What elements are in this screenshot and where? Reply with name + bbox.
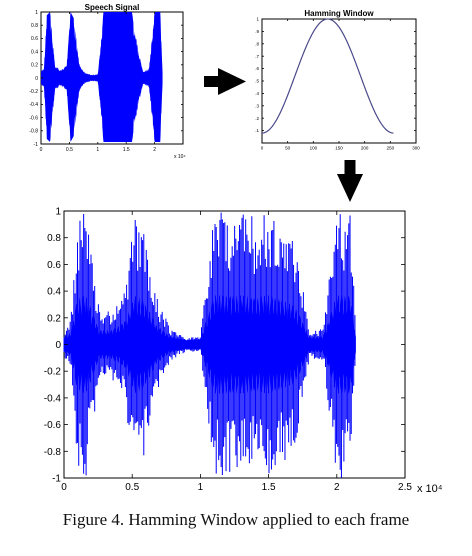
hamming-window-x-tick-label: 150: [335, 146, 343, 151]
hamming-window-y-ticks: .1 .2 .3 .4 .5 .6 .7 .8 .9 1: [255, 17, 416, 133]
windowed-signal-x-tick-label: 1.5: [262, 482, 276, 493]
speech-signal-y-tick-label: 0.6: [31, 36, 38, 42]
speech-signal-y-tick-label: -0.4: [29, 102, 38, 108]
speech-signal-title: Speech Signal: [85, 3, 140, 12]
hamming-window-x-tick-label: 250: [387, 146, 395, 151]
speech-signal-x-exponent: x 10⁴: [174, 154, 186, 160]
windowed-signal-y-tick-label: 1: [55, 207, 61, 218]
hamming-window-y-tick-label: .8: [255, 41, 259, 46]
windowed-signal-y-tick-label: -0.2: [44, 367, 62, 378]
hamming-window-y-tick-label: .6: [255, 66, 259, 71]
hamming-window-y-tick-label: 1: [256, 17, 259, 22]
hamming-window-curve: [261, 18, 394, 134]
speech-signal-chart: Speech Signal 0 0.5 1 1.5 2 -1 -0.8 -0.6 -0.4 -0…: [29, 3, 185, 160]
windowed-signal-x-exponent: x 10⁴: [417, 483, 443, 495]
hamming-window-x-tick-label: 50: [285, 146, 291, 151]
windowed-signal-x-tick-label: 2: [334, 482, 340, 493]
speech-signal-y-tick-label: 0.4: [31, 49, 38, 55]
speech-signal-x-tick-label: 2: [153, 147, 156, 153]
hamming-window-x-tick-label: 0: [261, 146, 264, 151]
windowed-signal-y-tick-label: -0.6: [44, 420, 62, 431]
windowed-signal-y-tick-label: -1: [52, 474, 61, 485]
hamming-window-x-tick-label: 100: [310, 146, 318, 151]
speech-signal-x-ticks: 0 0.5 1 1.5 2: [40, 12, 156, 153]
hamming-window-chart: Hamming Window 0 50 100 150 200 250 300 .1 .2 .3…: [255, 9, 420, 151]
speech-signal-waveform: [41, 12, 163, 143]
hamming-window-y-tick-label: .5: [255, 79, 259, 84]
windowed-signal-y-tick-label: 0.8: [47, 233, 61, 244]
windowed-signal-x-tick-label: 0.5: [125, 482, 139, 493]
windowed-signal-x-ticks: 0 0.5 1 1.5 2 2.5: [61, 211, 412, 493]
hamming-window-x-ticks: 0 50 100 150 200 250 300: [261, 19, 420, 151]
speech-signal-x-tick-label: 1.5: [123, 147, 130, 153]
hamming-window-x-tick-label: 200: [361, 146, 369, 151]
windowed-signal-y-tick-label: 0.6: [47, 260, 61, 271]
speech-signal-y-tick-label: 0.8: [31, 23, 38, 29]
speech-signal-y-tick-label: 0.2: [31, 63, 38, 69]
hamming-window-y-tick-label: .3: [255, 103, 259, 108]
windowed-signal-chart: 0 0.5 1 1.5 2 2.5 -1 -0.8 -0.6 -0.4 -0.2 0 0.2 0.4 0.…: [44, 207, 443, 496]
arrow-right-icon: [204, 68, 246, 95]
arrow-down-icon: [337, 160, 363, 202]
windowed-signal-y-tick-label: 0.2: [47, 313, 61, 324]
windowed-signal-x-tick-label: 1: [198, 482, 204, 493]
windowed-signal-y-ticks: -1 -0.8 -0.6 -0.4 -0.2 0 0.2 0.4 0.6 0.8 1: [44, 207, 405, 485]
speech-signal-y-tick-label: -0.8: [29, 129, 38, 135]
speech-signal-y-tick-label: 0: [35, 76, 38, 82]
speech-signal-x-tick-label: 1: [96, 147, 99, 153]
speech-signal-y-tick-label: 1: [35, 10, 38, 16]
windowed-signal-y-tick-label: 0: [55, 340, 61, 351]
hamming-window-title: Hamming Window: [304, 9, 374, 18]
hamming-window-axes-box: [261, 18, 417, 144]
speech-signal-y-tick-label: -1: [34, 142, 39, 148]
speech-signal-y-ticks: -1 -0.8 -0.6 -0.4 -0.2 0 0.2 0.4 0.6 0.8 1: [29, 10, 183, 148]
windowed-signal-x-tick-label: 2.5: [398, 482, 412, 493]
hamming-window-y-tick-label: .1: [255, 128, 259, 133]
windowed-signal-y-tick-label: -0.4: [44, 393, 62, 404]
hamming-window-y-tick-label: .4: [255, 91, 259, 96]
speech-signal-y-tick-label: -0.2: [29, 89, 38, 95]
hamming-window-y-tick-label: .9: [255, 29, 259, 34]
windowed-signal-y-tick-label: -0.8: [44, 447, 62, 458]
figure-caption: Figure 4. Hamming Window applied to each…: [62, 510, 410, 529]
speech-signal-x-tick-label: 0: [40, 147, 43, 153]
windowed-signal-y-tick-label: 0.4: [47, 287, 61, 298]
speech-signal-x-tick-label: 0.5: [66, 147, 73, 153]
speech-signal-y-tick-label: -0.6: [29, 115, 38, 121]
hamming-window-y-tick-label: .7: [255, 54, 259, 59]
hamming-window-x-tick-label: 300: [412, 146, 420, 151]
windowed-signal-x-tick-label: 0: [61, 482, 67, 493]
hamming-window-y-tick-label: .2: [255, 116, 259, 121]
